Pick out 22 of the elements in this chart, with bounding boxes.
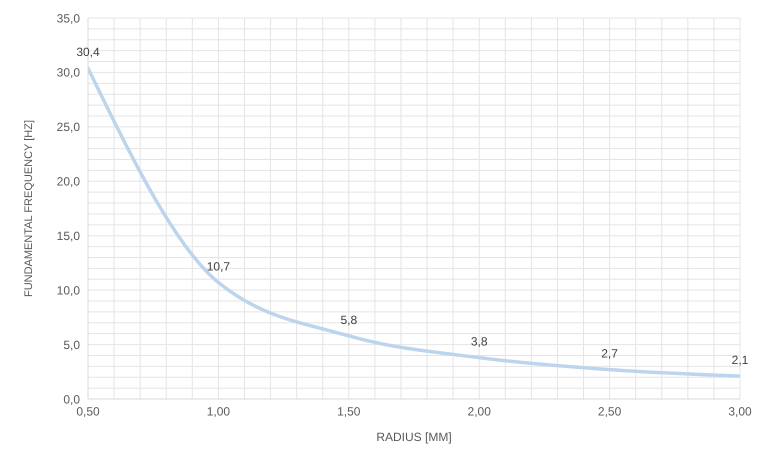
y-tick-label: 25,0 — [56, 120, 80, 134]
data-label: 10,7 — [206, 260, 230, 274]
x-axis-title: RADIUS [MM] — [376, 430, 452, 444]
y-tick-label: 35,0 — [56, 11, 80, 26]
y-axis-title: FUNDAMENTAL FREQUENCY [HZ] — [22, 120, 35, 298]
data-label: 2,1 — [732, 353, 749, 368]
y-tick-label: 5,0 — [63, 338, 80, 352]
y-tick-label: 0,0 — [63, 392, 80, 406]
x-tick-label: 1,50 — [337, 404, 361, 419]
x-tick-label: 2,50 — [598, 404, 622, 419]
x-tick-label: 2,00 — [468, 404, 492, 419]
data-label: 30,4 — [76, 45, 100, 60]
x-tick-label: 0,50 — [76, 404, 100, 419]
data-label: 2,7 — [601, 346, 618, 361]
data-label: 5,8 — [340, 312, 358, 327]
y-tick-label: 15,0 — [56, 228, 80, 243]
y-tick-label: 30,0 — [56, 66, 80, 80]
data-label: 3,8 — [470, 334, 488, 349]
x-tick-label: 3,00 — [728, 404, 752, 419]
x-tick-label: 1,00 — [206, 404, 230, 419]
y-tick-label: 20,0 — [56, 174, 80, 189]
y-tick-label: 10,0 — [56, 283, 80, 298]
